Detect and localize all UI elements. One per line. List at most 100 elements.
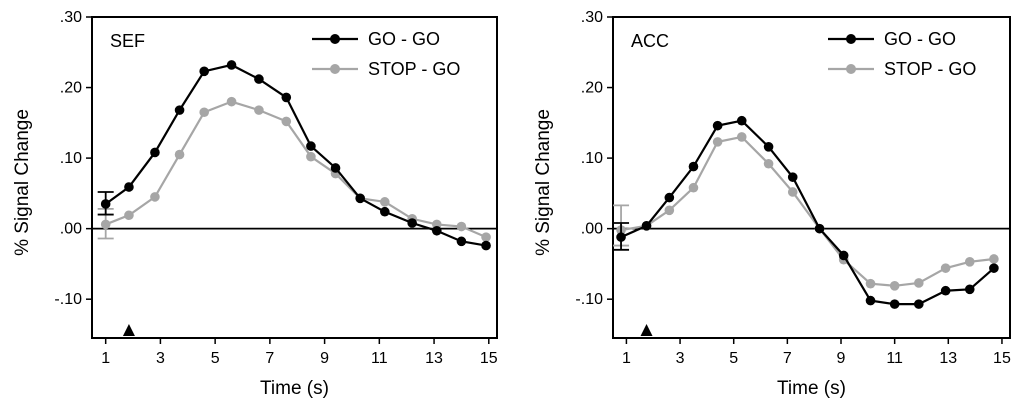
data-point bbox=[306, 141, 316, 151]
data-point bbox=[254, 105, 264, 115]
data-point bbox=[664, 205, 675, 216]
data-point bbox=[481, 232, 491, 242]
plot-frame bbox=[91, 16, 498, 339]
legend-label: STOP - GO bbox=[884, 59, 976, 79]
x-tick-label: 7 bbox=[783, 350, 792, 367]
data-point bbox=[380, 206, 390, 217]
data-point bbox=[456, 236, 467, 247]
data-point bbox=[736, 132, 747, 142]
data-point bbox=[838, 250, 849, 261]
data-point bbox=[407, 218, 417, 228]
data-point bbox=[865, 278, 876, 289]
data-point bbox=[763, 158, 774, 169]
x-tick-label: 9 bbox=[837, 350, 846, 367]
x-tick-label: 9 bbox=[320, 350, 329, 367]
data-point bbox=[226, 60, 237, 70]
data-point bbox=[889, 280, 900, 291]
data-point bbox=[355, 193, 365, 204]
x-tick-label: 1 bbox=[101, 350, 110, 367]
data-point bbox=[940, 285, 951, 296]
data-point bbox=[124, 182, 134, 192]
y-tick-label: -.10 bbox=[575, 291, 603, 308]
data-point bbox=[254, 74, 264, 84]
x-axis-title: Time (s) bbox=[260, 378, 329, 399]
data-point bbox=[688, 161, 699, 172]
x-tick-label: 5 bbox=[729, 350, 738, 367]
data-point bbox=[641, 221, 652, 231]
data-point bbox=[456, 221, 467, 232]
data-point bbox=[330, 163, 341, 173]
y-tick-label: .00 bbox=[581, 221, 603, 238]
data-point bbox=[989, 263, 999, 273]
plot-frame bbox=[612, 16, 1011, 339]
x-tick-label: 7 bbox=[265, 350, 274, 367]
data-point bbox=[481, 240, 491, 251]
x-tick-label: 13 bbox=[425, 350, 443, 367]
y-tick-label: .00 bbox=[60, 221, 82, 238]
data-point bbox=[281, 116, 292, 127]
data-point bbox=[736, 115, 747, 126]
legend-swatch-marker bbox=[330, 64, 340, 74]
legend-label: GO - GO bbox=[884, 29, 956, 49]
data-point bbox=[712, 120, 723, 131]
data-point bbox=[150, 192, 160, 202]
data-point bbox=[814, 223, 825, 234]
data-point bbox=[964, 257, 975, 267]
data-point bbox=[664, 192, 675, 203]
y-tick-label: .20 bbox=[581, 80, 603, 97]
data-point bbox=[199, 107, 209, 118]
series-line bbox=[620, 135, 995, 287]
data-point bbox=[380, 197, 390, 207]
event-marker-triangle bbox=[122, 324, 135, 336]
legend-swatch-marker bbox=[846, 34, 856, 44]
data-point bbox=[712, 137, 723, 147]
x-tick-label: 1 bbox=[622, 350, 631, 367]
data-point bbox=[889, 299, 900, 309]
data-point bbox=[100, 219, 111, 230]
series-line bbox=[620, 119, 995, 306]
data-point bbox=[763, 142, 774, 152]
panel-label: SEF bbox=[110, 31, 145, 51]
series-line bbox=[105, 63, 487, 247]
event-marker-triangle bbox=[640, 324, 653, 336]
data-point bbox=[281, 92, 292, 103]
data-point bbox=[989, 254, 999, 264]
y-tick-label: .10 bbox=[60, 150, 82, 167]
x-tick-label: 5 bbox=[211, 350, 220, 367]
legend-swatch-marker bbox=[330, 34, 340, 44]
y-axis-title: % Signal Change bbox=[533, 109, 554, 256]
y-tick-label: .30 bbox=[60, 9, 82, 26]
legend-label: GO - GO bbox=[368, 29, 440, 49]
x-tick-label: 3 bbox=[676, 350, 685, 367]
data-point bbox=[174, 105, 185, 115]
y-tick-label: .30 bbox=[581, 9, 603, 26]
data-point bbox=[174, 149, 185, 160]
data-point bbox=[787, 172, 798, 182]
data-point bbox=[616, 232, 626, 242]
x-tick-label: 11 bbox=[371, 350, 388, 367]
data-point bbox=[100, 199, 111, 209]
series-line bbox=[105, 100, 487, 239]
data-point bbox=[306, 151, 316, 162]
x-tick-label: 3 bbox=[156, 350, 165, 367]
data-point bbox=[865, 295, 876, 306]
data-point bbox=[964, 284, 975, 295]
legend-swatch-marker bbox=[846, 64, 856, 74]
x-tick-label: 11 bbox=[886, 350, 903, 367]
x-tick-label: 15 bbox=[480, 350, 498, 367]
data-point bbox=[199, 66, 209, 77]
data-point bbox=[124, 210, 134, 221]
legend-label: STOP - GO bbox=[368, 59, 460, 79]
x-tick-label: 15 bbox=[993, 350, 1011, 367]
data-point bbox=[940, 263, 951, 273]
data-point bbox=[913, 278, 924, 288]
x-tick-label: 13 bbox=[939, 350, 957, 367]
data-point bbox=[913, 299, 924, 309]
panel-label: ACC bbox=[631, 31, 669, 51]
y-tick-label: -.10 bbox=[54, 291, 82, 308]
y-tick-label: .10 bbox=[581, 150, 603, 167]
x-axis-title: Time (s) bbox=[777, 378, 846, 399]
